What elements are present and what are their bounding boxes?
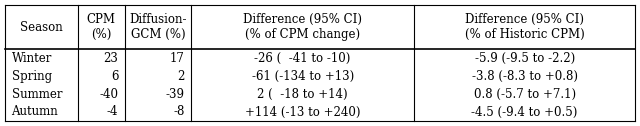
Text: Season: Season [20,21,63,34]
Text: -4: -4 [107,105,118,118]
Text: Difference (95% CI)
(% of Historic CPM): Difference (95% CI) (% of Historic CPM) [465,13,584,41]
Text: Diffusion-
GCM (%): Diffusion- GCM (%) [129,13,187,41]
Text: Difference (95% CI)
(% of CPM change): Difference (95% CI) (% of CPM change) [243,13,362,41]
Text: 0.8 (-5.7 to +7.1): 0.8 (-5.7 to +7.1) [474,88,576,101]
Text: -61 (-134 to +13): -61 (-134 to +13) [252,70,354,83]
Text: -8: -8 [173,105,184,118]
Text: Summer: Summer [12,88,62,101]
Text: -5.9 (-9.5 to -2.2): -5.9 (-9.5 to -2.2) [474,52,575,65]
Text: -3.8 (-8.3 to +0.8): -3.8 (-8.3 to +0.8) [472,70,578,83]
Text: +114 (-13 to +240): +114 (-13 to +240) [245,105,360,118]
Text: Spring: Spring [12,70,52,83]
Text: -4.5 (-9.4 to +0.5): -4.5 (-9.4 to +0.5) [472,105,578,118]
Text: 2 (  -18 to +14): 2 ( -18 to +14) [257,88,348,101]
Text: 17: 17 [170,52,184,65]
Text: -39: -39 [166,88,184,101]
Text: CPM
(%): CPM (%) [86,13,116,41]
Text: -40: -40 [99,88,118,101]
Text: -26 (  -41 to -10): -26 ( -41 to -10) [255,52,351,65]
Text: 6: 6 [111,70,118,83]
Text: 23: 23 [104,52,118,65]
Text: Autumn: Autumn [12,105,58,118]
Text: 2: 2 [177,70,184,83]
Text: Winter: Winter [12,52,52,65]
